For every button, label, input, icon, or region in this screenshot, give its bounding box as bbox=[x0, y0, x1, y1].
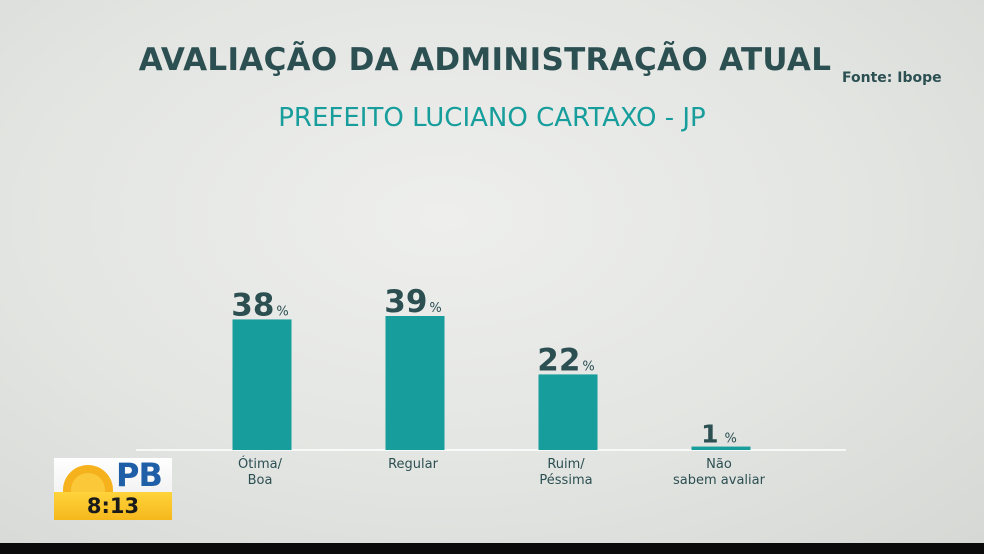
logo-top: PB bbox=[54, 458, 172, 494]
chart-title: AVALIAÇÃO DA ADMINISTRAÇÃO ATUAL bbox=[138, 42, 832, 78]
tv-station-logo: PB 8:13 bbox=[54, 458, 172, 520]
category-label: Ruim/Péssima bbox=[539, 457, 592, 488]
bar-value-label: 22% bbox=[537, 342, 595, 378]
bar bbox=[385, 316, 445, 450]
bar-value-label: 38% bbox=[231, 287, 289, 323]
bar bbox=[691, 446, 751, 450]
category-label: Regular bbox=[388, 457, 439, 472]
source-label: Fonte: Ibope bbox=[842, 70, 942, 86]
chart-subtitle: PREFEITO LUCIANO CARTAXO - JP bbox=[278, 103, 706, 133]
bars-layer: 38 % Ótima/Boa 39 % Regular 22 % Ruim/Péssima 1 % N… bbox=[231, 284, 765, 488]
bar-value-label: 1% bbox=[701, 420, 737, 449]
logo-pb-text: PB bbox=[116, 458, 163, 494]
bar bbox=[538, 374, 598, 450]
bar bbox=[232, 319, 292, 450]
sun-icon bbox=[63, 465, 113, 492]
category-label: Não sabem avaliar bbox=[673, 457, 766, 488]
category-label: Ótima/Boa bbox=[238, 456, 283, 488]
clock-time: 8:13 bbox=[54, 492, 172, 520]
bar-value-label: 39% bbox=[384, 284, 442, 320]
